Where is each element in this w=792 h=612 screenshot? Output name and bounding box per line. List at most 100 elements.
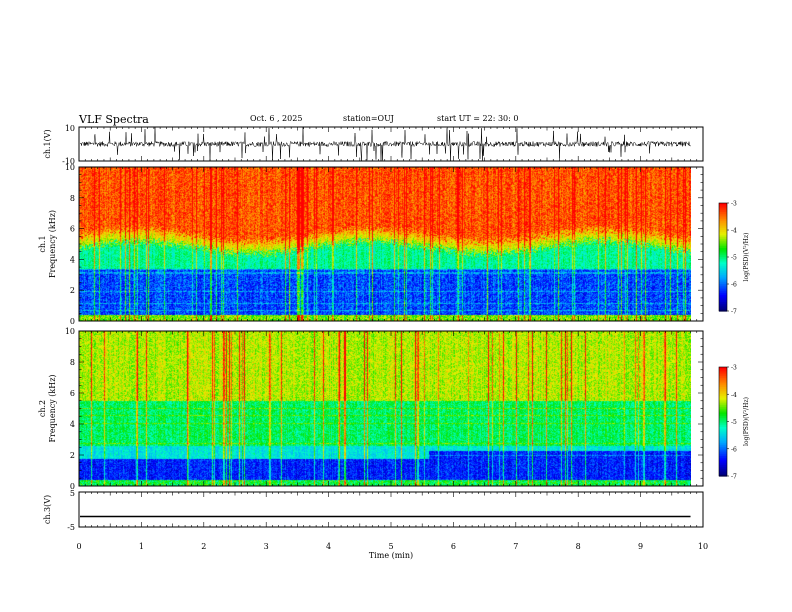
x-tick-label: 1 (139, 542, 144, 551)
ch1-spectrogram-colorbar-cell (719, 237, 727, 240)
x-axis-label: Time (min) (369, 551, 413, 560)
ch1-waveform-trace (79, 127, 691, 162)
ch1-spectrogram-colorbar-cell (719, 294, 727, 298)
ch2-spectrogram-colorbar-cell (719, 381, 727, 384)
ch1-spectrogram-colorbar-cell (719, 276, 727, 280)
ch2-spectrogram-colorbar-cell (719, 465, 727, 468)
ch1-spectrogram-colorbar-cell (719, 230, 727, 233)
ch1-spectrogram-colorbar-cell (719, 257, 727, 260)
ch1-spectrogram-raster (79, 167, 691, 321)
ch2-spectrogram-colorbar-cell (719, 434, 727, 437)
ch1-spectrogram-colorbar-cell (719, 231, 727, 235)
x-tick-label: 8 (576, 542, 581, 551)
ch2-spectrogram-y-tick-label: 10 (65, 327, 75, 336)
ch1-spectrogram-colorbar-cell (719, 275, 727, 278)
ch1-spectrogram-y-tick-label: 10 (65, 163, 75, 172)
ch2-spectrogram-colorbar-tick-label: -4 (731, 392, 737, 399)
ch2-spectrogram-colorbar-cell (719, 474, 727, 477)
x-tick-label: 2 (201, 542, 206, 551)
ch1-spectrogram-colorbar-cell (719, 302, 727, 305)
ch1-spectrogram-colorbar-cell (719, 246, 727, 249)
x-tick-label: 10 (698, 542, 708, 551)
ch2-spectrogram-colorbar-cell (719, 374, 727, 377)
x-tick-label: 6 (451, 542, 456, 551)
ch2-spectrogram-colorbar-cell (719, 370, 727, 374)
header-station: station=OUJ (343, 114, 394, 123)
ch1-spectrogram-colorbar-tick-label: -4 (731, 228, 737, 235)
ch2-spectrogram-colorbar-cell (719, 377, 727, 381)
ch1-spectrogram-colorbar-cell (719, 296, 727, 299)
ch1-spectrogram-colorbar-cell (719, 284, 727, 287)
ch2-spectrogram-colorbar-cell (719, 410, 727, 414)
ch1-spectrogram-colorbar-cell (719, 212, 727, 215)
ch2-spectrogram-colorbar-cell (719, 437, 727, 441)
ch1-spectrogram-colorbar-cell (719, 235, 727, 238)
ch2-spectrogram-colorbar-tick-label: -5 (731, 419, 737, 426)
ch2-spectrogram-colorbar-cell (719, 417, 727, 421)
ch1-spectrogram-colorbar-cell (719, 208, 727, 211)
ch2-spectrogram-colorbar-cell (719, 419, 727, 423)
x-tick-label: 4 (326, 542, 331, 551)
ch1-spectrogram-colorbar-cell (719, 248, 727, 251)
ch2-spectrogram-colorbar-cell (719, 421, 727, 424)
ch2-spectrogram-colorbar-cell (719, 397, 727, 401)
ch2-spectrogram-raster (79, 331, 691, 486)
ch2-spectrogram-colorbar-cell (719, 403, 727, 406)
ch2-spectrogram-y-tick-label: 2 (70, 451, 75, 460)
ch1-spectrogram-colorbar-cell (719, 267, 727, 271)
ch1-spectrogram-y-tick-label: 2 (70, 286, 75, 295)
ch1-spectrogram-colorbar-cell (719, 305, 727, 308)
ch1-spectrogram-colorbar-cell (719, 210, 727, 213)
ch1-spectrogram-colorbar-cell (719, 298, 727, 301)
ch1-spectrogram-colorbar-cell (719, 215, 727, 218)
ch1-spectrogram-y-tick-label: 6 (70, 225, 75, 234)
ch2-spectrogram-colorbar-cell (719, 390, 727, 394)
ch1-spectrogram-y-label: Frequency (kHz) (48, 210, 57, 278)
ch1-spectrogram-colorbar-cell (719, 271, 727, 274)
ch1-spectrogram-colorbar-cell (719, 287, 727, 290)
ch2-spectrogram-y-label: Frequency (kHz) (48, 374, 57, 442)
ch1-spectrogram-colorbar-tick-label: -3 (731, 201, 737, 208)
ch2-spectrogram-colorbar-cell (719, 448, 727, 452)
ch1-spectrogram-colorbar-cell (719, 244, 727, 247)
ch2-spectrogram-colorbar-cell (719, 408, 727, 412)
ch1-spectrogram-colorbar-cell (719, 258, 727, 262)
ch2-spectrogram-colorbar-label: log(PSD)(V²/Hz) (743, 397, 750, 446)
ch2-spectrogram-y-tick-label: 6 (70, 389, 75, 398)
ch2-spectrogram-colorbar-cell (719, 376, 727, 379)
ch1-spectrogram-colorbar-label: log(PSD)(V²/Hz) (743, 233, 750, 282)
ch1-waveform-y-label: ch.1(V) (43, 129, 52, 158)
ch2-spectrogram-colorbar-cell (719, 379, 727, 383)
ch1-spectrogram-colorbar-cell (719, 300, 727, 303)
ch1-spectrogram-colorbar-cell (719, 217, 727, 220)
ch1-spectrogram-colorbar-cell (719, 213, 727, 217)
ch1-spectrogram-y-tick-label: 0 (70, 317, 75, 326)
ch1-spectrogram-colorbar-tick-label: -5 (731, 255, 737, 262)
ch2-spectrogram-colorbar-cell (719, 454, 727, 457)
ch1-spectrogram-colorbar-cell (719, 226, 727, 229)
ch2-spectrogram-colorbar-cell (719, 463, 727, 466)
ch2-spectrogram-colorbar-cell (719, 432, 727, 435)
ch2-spectrogram-colorbar-cell (719, 472, 727, 475)
ch1-spectrogram-colorbar-cell (719, 228, 727, 231)
ch1-spectrogram-colorbar-cell (719, 262, 727, 265)
ch2-spectrogram-colorbar-cell (719, 396, 727, 399)
ch2-spectrogram-colorbar-tick-label: -7 (731, 474, 737, 481)
ch1-spectrogram-colorbar-cell (719, 293, 727, 296)
ch2-spectrogram-colorbar-cell (719, 452, 727, 455)
ch2-spectrogram-colorbar-cell (719, 466, 727, 470)
ch2-spectrogram-colorbar-cell (719, 426, 727, 430)
ch2-spectrogram-colorbar-cell (719, 416, 727, 419)
ch1-y-tick-label: 10 (65, 124, 75, 133)
ch3-waveform-y-label: ch.3(V) (43, 495, 52, 524)
ch1-spectrogram-colorbar-tick-label: -6 (731, 282, 737, 289)
ch2-spectrogram-colorbar-cell (719, 443, 727, 446)
ch2-spectrogram-colorbar-cell (719, 446, 727, 450)
ch2-spectrogram-colorbar-cell (719, 383, 727, 386)
ch2-spectrogram-colorbar-cell (719, 394, 727, 397)
ch2-spectrogram-colorbar-tick-label: -3 (731, 365, 737, 372)
ch2-spectrogram-y-tick-label: 8 (70, 358, 75, 367)
ch1-spectrogram-colorbar-cell (719, 255, 727, 258)
ch1-spectrogram-colorbar-cell (719, 303, 727, 307)
